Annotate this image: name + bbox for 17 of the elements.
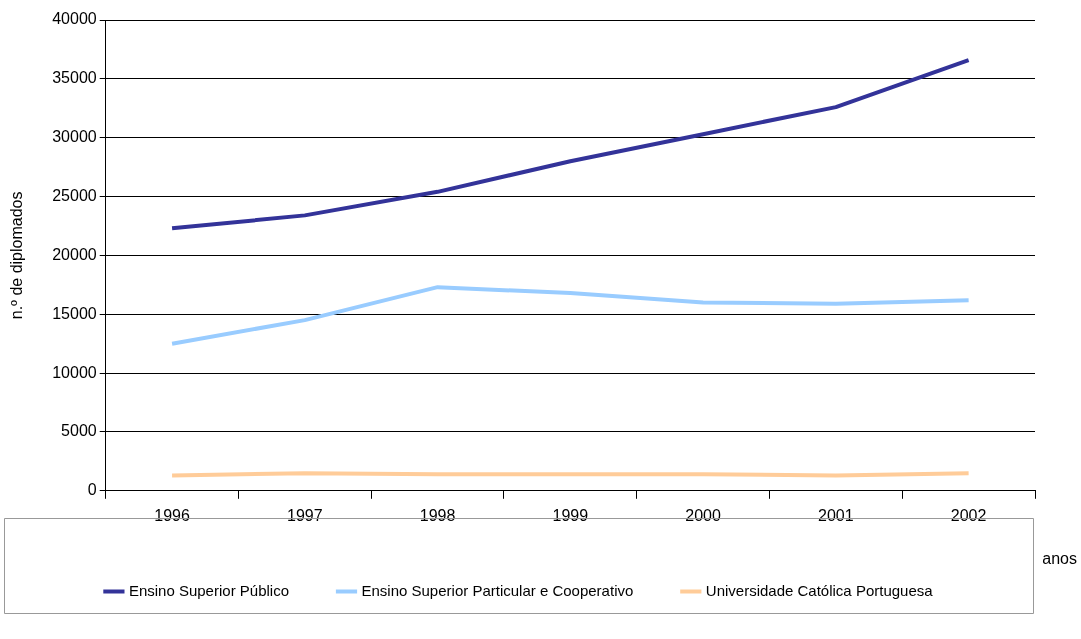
y-tick-label: 25000 — [52, 186, 97, 204]
x-tick-label: 1997 — [287, 506, 323, 524]
legend-label: Ensino Superior Público — [128, 581, 289, 599]
y-tick-label: 15000 — [52, 304, 97, 322]
y-axis-title: n.º de diplomados — [8, 191, 26, 320]
legend-label: Universidade Católica Portuguesa — [705, 581, 934, 599]
y-tick-label: 30000 — [52, 128, 97, 146]
x-tick-label: 1999 — [552, 506, 589, 524]
y-tick-label: 0 — [87, 481, 97, 499]
y-tick-label: 5000 — [61, 422, 97, 440]
y-tick-label: 40000 — [52, 10, 97, 28]
y-tick-label: 10000 — [52, 363, 97, 381]
x-axis-title: anos — [1042, 550, 1077, 568]
y-tick-label: 20000 — [52, 245, 97, 263]
x-tick-label: 1998 — [419, 506, 456, 524]
y-tick-label: 35000 — [52, 69, 97, 87]
legend-label: Ensino Superior Particular e Cooperativo — [361, 581, 634, 599]
